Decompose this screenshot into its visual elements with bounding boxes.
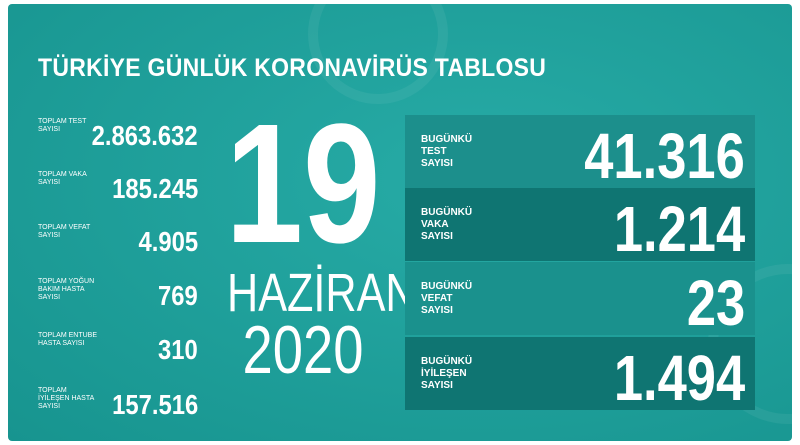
- total-deaths: TOPLAM VEFAT SAYISI 4.905: [38, 224, 198, 264]
- value: 769: [158, 280, 198, 311]
- value: 185.245: [111, 173, 198, 204]
- today-test: BUGÜNKÜ TEST SAYISI 41.316: [405, 115, 755, 192]
- date-month: HAZİRAN: [227, 263, 417, 323]
- value: 310: [158, 334, 198, 365]
- value: 1.494: [613, 342, 745, 414]
- label: TOPLAM VEFAT SAYISI: [38, 224, 91, 239]
- today-deaths: BUGÜNKÜ VEFAT SAYISI 23: [405, 262, 755, 339]
- total-intubated: TOPLAM ENTUBE HASTA SAYISI 310: [38, 332, 198, 372]
- label: BUGÜNKÜ VAKA SAYISI: [421, 207, 473, 242]
- value: 41.316: [584, 120, 745, 192]
- label: TOPLAM ENTUBE HASTA SAYISI: [38, 332, 97, 347]
- total-cases: TOPLAM VAKA SAYISI 185.245: [38, 171, 198, 211]
- total-icu: TOPLAM YOĞUN BAKIM HASTA SAYISI 769: [38, 278, 198, 318]
- value: 157.516: [111, 389, 198, 420]
- label: BUGÜNKÜ TEST SAYISI: [421, 134, 473, 169]
- date-year: 2020: [242, 312, 364, 388]
- label: TOPLAM İYİLEŞEN HASTA SAYISI: [38, 387, 94, 410]
- page-title: TÜRKİYE GÜNLÜK KORONAVİRÜS TABLOSU: [38, 54, 547, 82]
- today-recovered: BUGÜNKÜ İYİLEŞEN SAYISI 1.494: [405, 337, 755, 414]
- value: 4.905: [138, 226, 198, 257]
- today-cases: BUGÜNKÜ VAKA SAYISI 1.214: [405, 188, 755, 265]
- label: BUGÜNKÜ İYİLEŞEN SAYISI: [421, 356, 473, 391]
- value: 2.863.632: [92, 120, 198, 151]
- date-day: 19: [225, 89, 381, 279]
- label: BUGÜNKÜ VEFAT SAYISI: [421, 281, 473, 316]
- total-test: TOPLAM TEST SAYISI 2.863.632: [38, 118, 198, 158]
- value: 23: [686, 267, 745, 339]
- label: TOPLAM VAKA SAYISI: [38, 171, 87, 186]
- value: 1.214: [613, 193, 745, 265]
- total-recovered: TOPLAM İYİLEŞEN HASTA SAYISI 157.516: [38, 387, 198, 427]
- label: TOPLAM YOĞUN BAKIM HASTA SAYISI: [38, 278, 95, 301]
- label: TOPLAM TEST SAYISI: [38, 118, 87, 133]
- infographic: TÜRKİYE GÜNLÜK KORONAVİRÜS TABLOSU TOPLA…: [8, 4, 792, 441]
- virus-decoration-icon: [308, 4, 448, 104]
